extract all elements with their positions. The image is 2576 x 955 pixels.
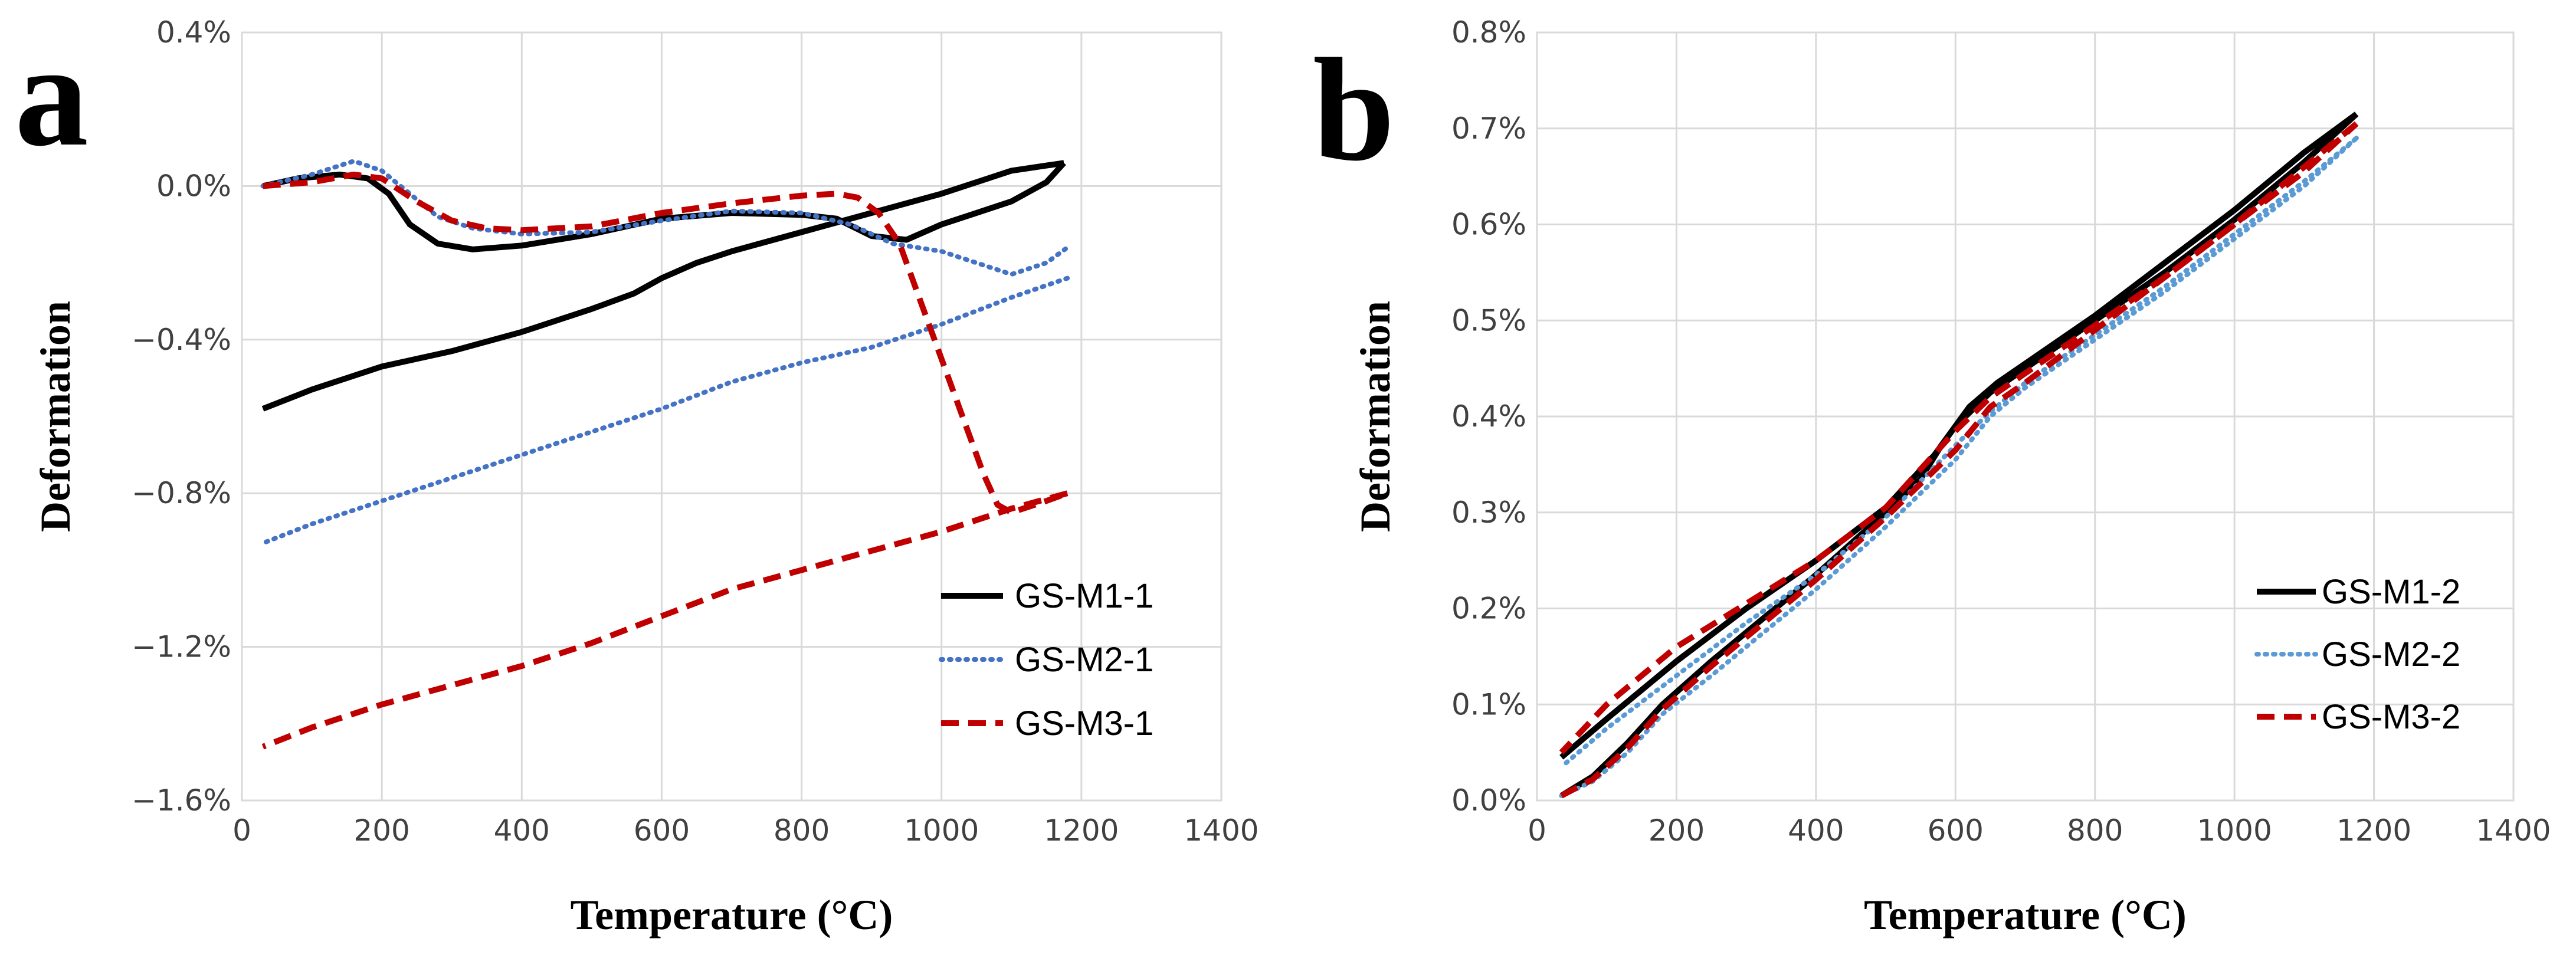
y-tick-label: 0.3% — [1451, 495, 1526, 530]
x-tick-label: 0 — [232, 813, 251, 848]
x-tick-label: 1000 — [904, 813, 979, 848]
series-line-gs-m2-1-cooling — [260, 275, 1070, 546]
y-tick-label: 0.0% — [1451, 783, 1526, 818]
legend-label: GS-M1-2 — [2322, 573, 2460, 611]
y-tick-label: 0.0% — [156, 169, 231, 203]
y-tick-label: −1.2% — [132, 630, 231, 664]
series-line-gs-m3-2-cooling — [1559, 121, 2359, 755]
y-tick-label: 0.6% — [1451, 208, 1526, 242]
x-tick-label: 400 — [1788, 813, 1844, 848]
y-tick-label: −0.4% — [132, 323, 231, 357]
y-tick-label: 0.8% — [1451, 15, 1526, 50]
panel-letter: b — [1313, 28, 1395, 192]
y-tick-label: −0.8% — [132, 476, 231, 510]
series-line-gs-m1-1-cooling — [261, 160, 1064, 412]
y-tick-label: −1.6% — [132, 783, 231, 818]
series-line-gs-m3-1-cooling — [261, 490, 1069, 750]
series-line-gs-m2-2-heating — [1559, 136, 2359, 798]
x-tick-label: 1400 — [1184, 813, 1258, 848]
x-axis-title: Temperature (°C) — [1864, 891, 2187, 938]
x-tick-label: 600 — [1928, 813, 1984, 848]
x-tick-label: 800 — [774, 813, 830, 848]
legend-label: GS-M3-2 — [2322, 698, 2460, 736]
plot-area — [1536, 31, 2515, 802]
x-tick-label: 400 — [494, 813, 550, 848]
x-tick-label: 200 — [1648, 813, 1705, 848]
x-axis-title: Temperature (°C) — [571, 891, 893, 938]
x-tick-label: 1200 — [2336, 813, 2411, 848]
y-tick-label: 0.1% — [1451, 687, 1526, 721]
legend-label: GS-M2-2 — [2322, 635, 2460, 674]
y-tick-label: 0.5% — [1451, 303, 1526, 337]
legend: GS-M1-2 GS-M2-2 GS-M3-2 — [2254, 573, 2460, 736]
y-tick-label: 0.4% — [1451, 399, 1526, 434]
legend-label: GS-M2-1 — [1015, 641, 1153, 679]
plot-area — [241, 31, 1223, 802]
x-tick-label: 1000 — [2197, 813, 2272, 848]
x-tick-label: 1200 — [1044, 813, 1119, 848]
legend: GS-M1-1 GS-M2-1 GS-M3-1 — [939, 577, 1153, 743]
y-axis-title: Deformation — [32, 301, 79, 532]
legend-label: GS-M1-1 — [1015, 577, 1153, 615]
y-axis-title: Deformation — [1352, 301, 1399, 532]
legend-label: GS-M3-1 — [1015, 704, 1153, 743]
x-tick-label: 1400 — [2476, 813, 2551, 848]
y-tick-label: 0.4% — [156, 15, 231, 50]
chart-panel-a: 0.4% 0.0% −0.4% −0.8% −1.2% −1.6%0 200 400 600 80… — [15, 14, 1259, 938]
y-tick-label: 0.7% — [1451, 111, 1526, 146]
x-tick-label: 600 — [634, 813, 690, 848]
y-tick-label: 0.2% — [1451, 592, 1526, 626]
panel-letter: a — [15, 14, 89, 177]
x-tick-label: 800 — [2067, 813, 2123, 848]
series-line-gs-m2-1-heating — [260, 159, 1070, 277]
x-tick-label: 0 — [1528, 813, 1546, 848]
chart-panel-b: 0.8% 0.7% 0.6% 0.5% 0.4% 0.3% 0.2% 0.1% 0.0%0 200… — [1313, 15, 2551, 938]
x-tick-label: 200 — [353, 813, 409, 848]
series-line-gs-m1-2-cooling — [1559, 111, 2359, 760]
